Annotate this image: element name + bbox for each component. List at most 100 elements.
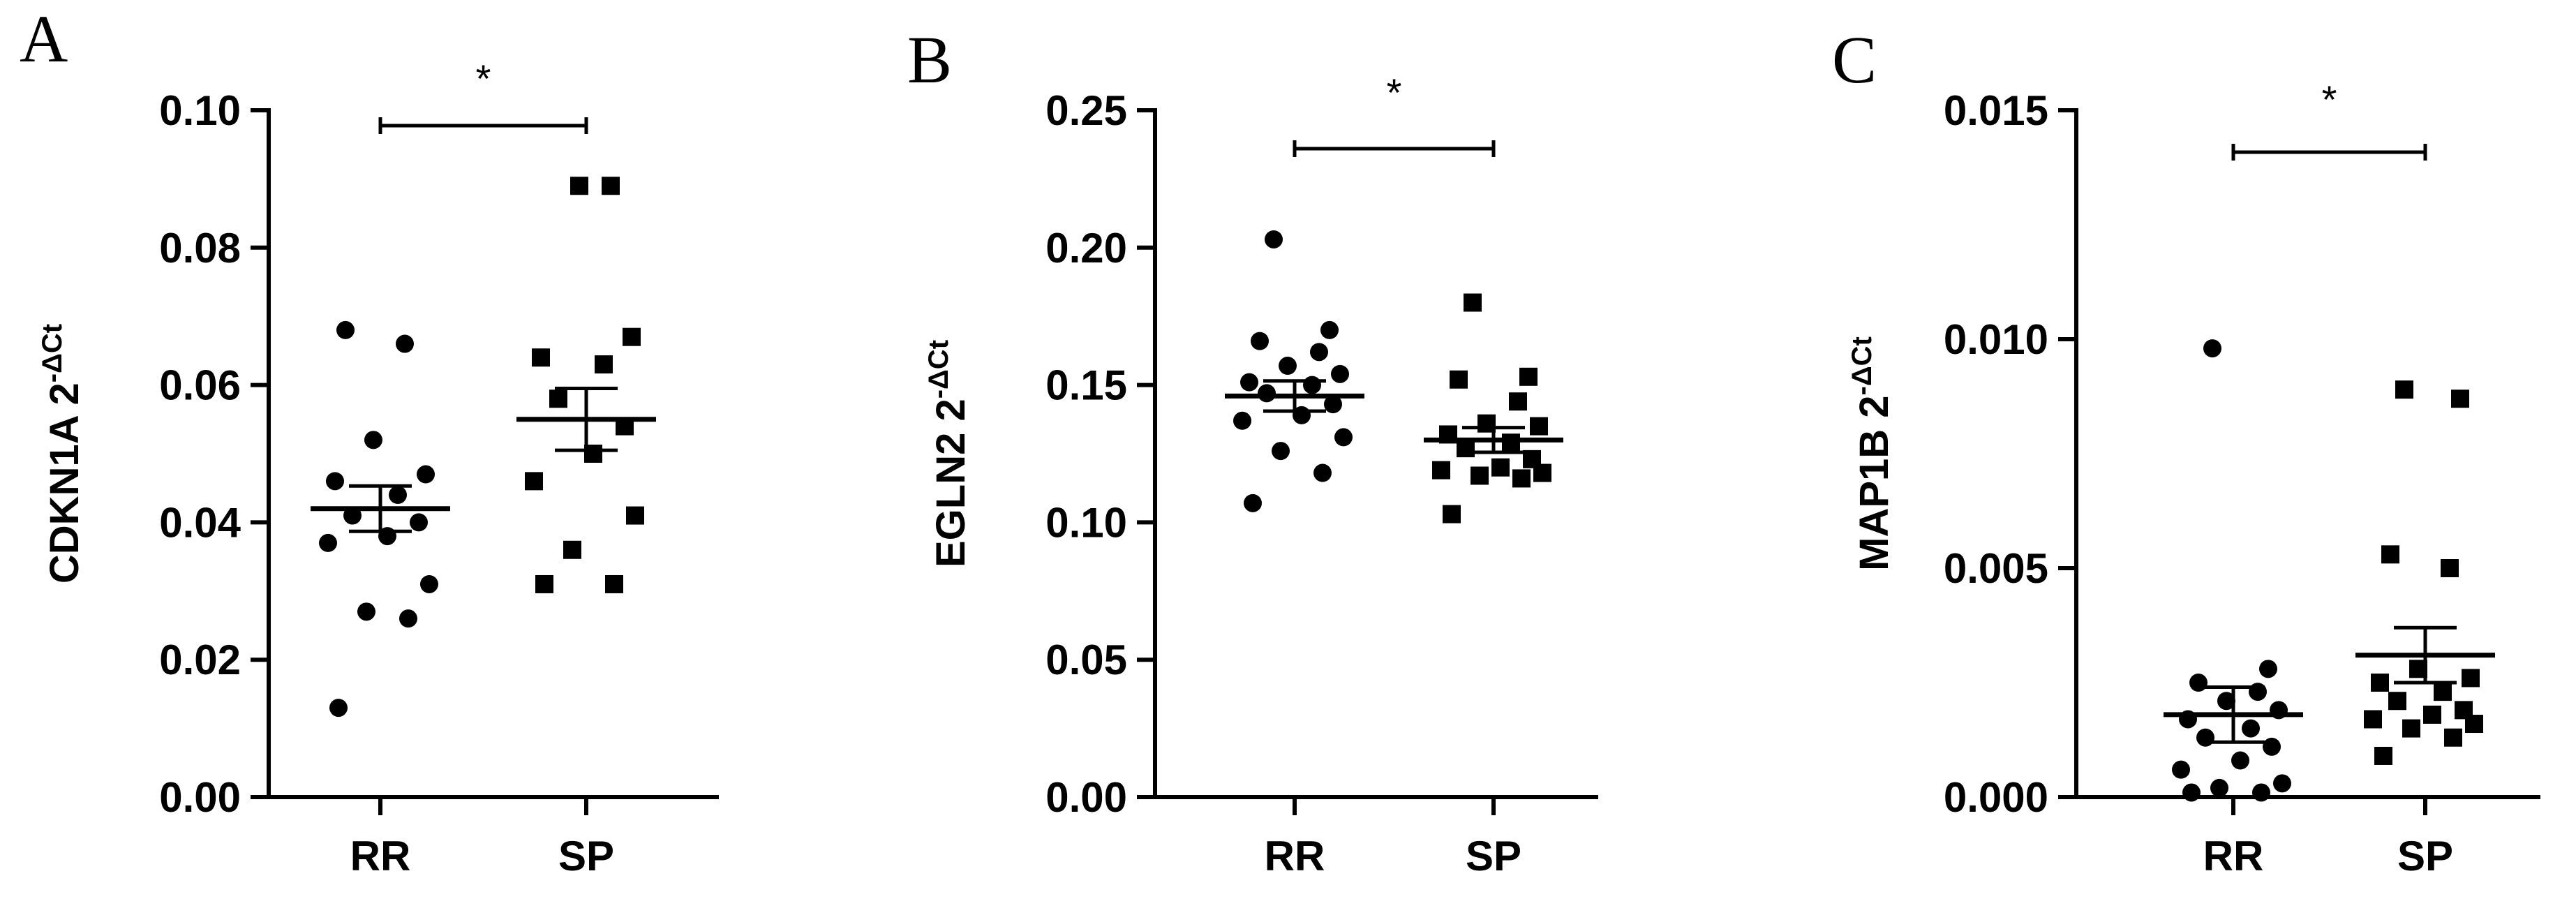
data-point <box>1432 461 1450 480</box>
data-point <box>2210 778 2228 797</box>
data-point <box>329 699 348 718</box>
y-tick-label: 0.02 <box>159 637 241 683</box>
data-point <box>2423 705 2441 724</box>
series-rr <box>1225 230 1364 512</box>
data-point <box>563 540 581 559</box>
data-point <box>2402 719 2420 738</box>
data-point <box>2444 728 2462 747</box>
data-point <box>595 355 613 374</box>
data-point <box>1310 343 1328 362</box>
panel-b: B 0.00 0.05 0.10 0.15 0.20 0.25 RR SP EGLN2 2-ΔCt… <box>907 22 1598 879</box>
data-point <box>1491 458 1510 477</box>
data-point <box>623 327 641 346</box>
x-tick-label: SP <box>2397 833 2453 879</box>
data-point <box>570 177 588 195</box>
data-point <box>1530 417 1548 436</box>
data-point <box>2182 783 2201 802</box>
data-point <box>602 177 620 195</box>
significance-star: * <box>1387 70 1402 114</box>
data-point <box>1331 364 1349 383</box>
y-tick-label: 0.20 <box>1045 225 1127 272</box>
y-tick-label: 0.04 <box>159 499 241 546</box>
data-point <box>399 609 417 628</box>
series-rr <box>311 320 450 718</box>
data-point <box>605 574 623 593</box>
data-point <box>2374 746 2392 765</box>
y-tick-label: 0.015 <box>1944 87 2048 134</box>
y-tick-label: 0.10 <box>1045 499 1127 546</box>
data-point <box>2189 674 2208 692</box>
panel-c: C 0.000 0.005 0.010 0.015 RR SP MAP1B 2-ΔCt * <box>1832 22 2540 879</box>
significance-star: * <box>2322 77 2337 121</box>
y-axis-label-main: MAP1B 2 <box>1852 395 1897 570</box>
panel-letter: C <box>1832 22 1877 97</box>
x-tick-label: SP <box>558 833 614 879</box>
y-tick-label: 0.00 <box>1045 774 1127 821</box>
data-point <box>2441 559 2459 577</box>
y-tick-label: 0.06 <box>159 362 241 409</box>
data-point <box>1471 466 1489 485</box>
x-tick-label: SP <box>1466 833 1521 879</box>
data-point <box>1450 370 1468 389</box>
data-point <box>1334 428 1353 447</box>
data-point <box>2273 774 2291 793</box>
data-point <box>1502 433 1520 452</box>
y-tick-label: 0.010 <box>1944 316 2048 363</box>
y-tick-label: 0.10 <box>159 87 241 134</box>
data-point <box>2242 719 2260 738</box>
data-point <box>326 472 344 491</box>
y-axis-label-superscript: -ΔCt <box>1847 336 1877 395</box>
data-point <box>1233 411 1251 430</box>
panel-letter: A <box>20 1 68 76</box>
data-point <box>1313 463 1332 482</box>
y-axis-label: CDKN1A 2-ΔCt <box>37 324 87 584</box>
y-tick-label: 0.25 <box>1045 87 1127 134</box>
data-point <box>1464 293 1482 312</box>
data-point <box>319 533 337 552</box>
data-point <box>389 486 407 505</box>
data-point <box>1303 376 1321 394</box>
significance-star: * <box>476 57 491 101</box>
data-point <box>2395 380 2413 399</box>
data-point <box>1509 392 1527 411</box>
data-point <box>1240 373 1258 392</box>
y-axis-label-main: CDKN1A 2 <box>42 382 87 584</box>
data-point <box>1272 442 1290 461</box>
y-axis-label-main: EGLN2 2 <box>928 399 974 567</box>
data-point <box>1258 384 1276 403</box>
y-axis-label-superscript: -ΔCt <box>923 340 954 399</box>
y-axis-label-superscript: -ΔCt <box>37 324 68 382</box>
data-point <box>532 348 550 367</box>
data-point <box>2231 751 2249 770</box>
data-point <box>2172 760 2190 779</box>
y-tick-label: 0.08 <box>159 225 241 272</box>
data-point <box>1512 469 1531 488</box>
x-tick-label: RR <box>2203 833 2264 879</box>
data-point <box>2249 683 2267 701</box>
data-point <box>2364 710 2382 729</box>
data-point <box>2371 674 2389 692</box>
data-point <box>2451 389 2469 408</box>
series-sp <box>2355 380 2495 765</box>
data-point <box>2381 545 2399 564</box>
data-point <box>2252 783 2270 802</box>
x-tick-label: RR <box>1265 833 1325 879</box>
data-point <box>417 465 435 484</box>
y-axis-label: MAP1B 2-ΔCt <box>1847 336 1897 571</box>
data-point <box>357 602 375 621</box>
data-point <box>410 513 428 532</box>
y-tick-label: 0.05 <box>1045 637 1127 683</box>
data-point <box>2462 669 2480 688</box>
series-sp <box>1424 293 1563 523</box>
panel-a: A 0.00 0.02 0.04 0.06 0.08 0.10 RR SP CDKN1A 2-ΔC… <box>20 1 719 879</box>
data-point <box>1251 332 1269 350</box>
data-point <box>2259 660 2277 678</box>
data-point <box>1244 493 1262 512</box>
data-point <box>1265 230 1283 248</box>
data-point <box>1324 395 1342 414</box>
data-point <box>336 320 355 339</box>
data-point <box>396 334 414 353</box>
data-point <box>549 389 567 408</box>
y-axis-label: EGLN2 2-ΔCt <box>923 340 974 567</box>
